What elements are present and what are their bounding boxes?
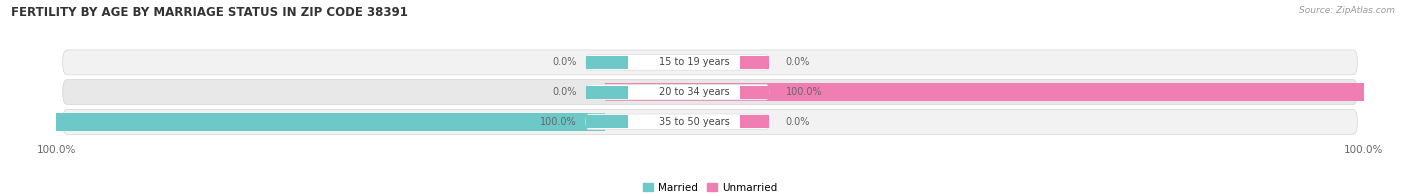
Bar (56, 113, 606, 131)
FancyBboxPatch shape (63, 80, 1357, 105)
Text: 100.0%: 100.0% (540, 117, 576, 127)
FancyBboxPatch shape (586, 114, 769, 130)
Bar (606, 83, 1364, 101)
Text: 0.0%: 0.0% (553, 57, 576, 67)
Text: 0.0%: 0.0% (553, 87, 576, 97)
Bar (740, 86, 769, 99)
Text: 15 to 19 years: 15 to 19 years (659, 57, 730, 67)
Bar (740, 115, 769, 128)
Text: 0.0%: 0.0% (786, 117, 810, 127)
Text: FERTILITY BY AGE BY MARRIAGE STATUS IN ZIP CODE 38391: FERTILITY BY AGE BY MARRIAGE STATUS IN Z… (11, 6, 408, 19)
Legend: Married, Unmarried: Married, Unmarried (638, 178, 782, 196)
Bar (586, 56, 627, 69)
FancyBboxPatch shape (63, 50, 1357, 75)
Bar (586, 115, 627, 128)
Text: 35 to 50 years: 35 to 50 years (659, 117, 730, 127)
Bar (740, 56, 769, 69)
FancyBboxPatch shape (586, 55, 769, 70)
Text: Source: ZipAtlas.com: Source: ZipAtlas.com (1299, 6, 1395, 15)
Text: 20 to 34 years: 20 to 34 years (659, 87, 730, 97)
Text: 0.0%: 0.0% (786, 57, 810, 67)
Text: 100.0%: 100.0% (786, 87, 823, 97)
FancyBboxPatch shape (586, 84, 769, 100)
FancyBboxPatch shape (63, 109, 1357, 134)
Bar (586, 86, 627, 99)
